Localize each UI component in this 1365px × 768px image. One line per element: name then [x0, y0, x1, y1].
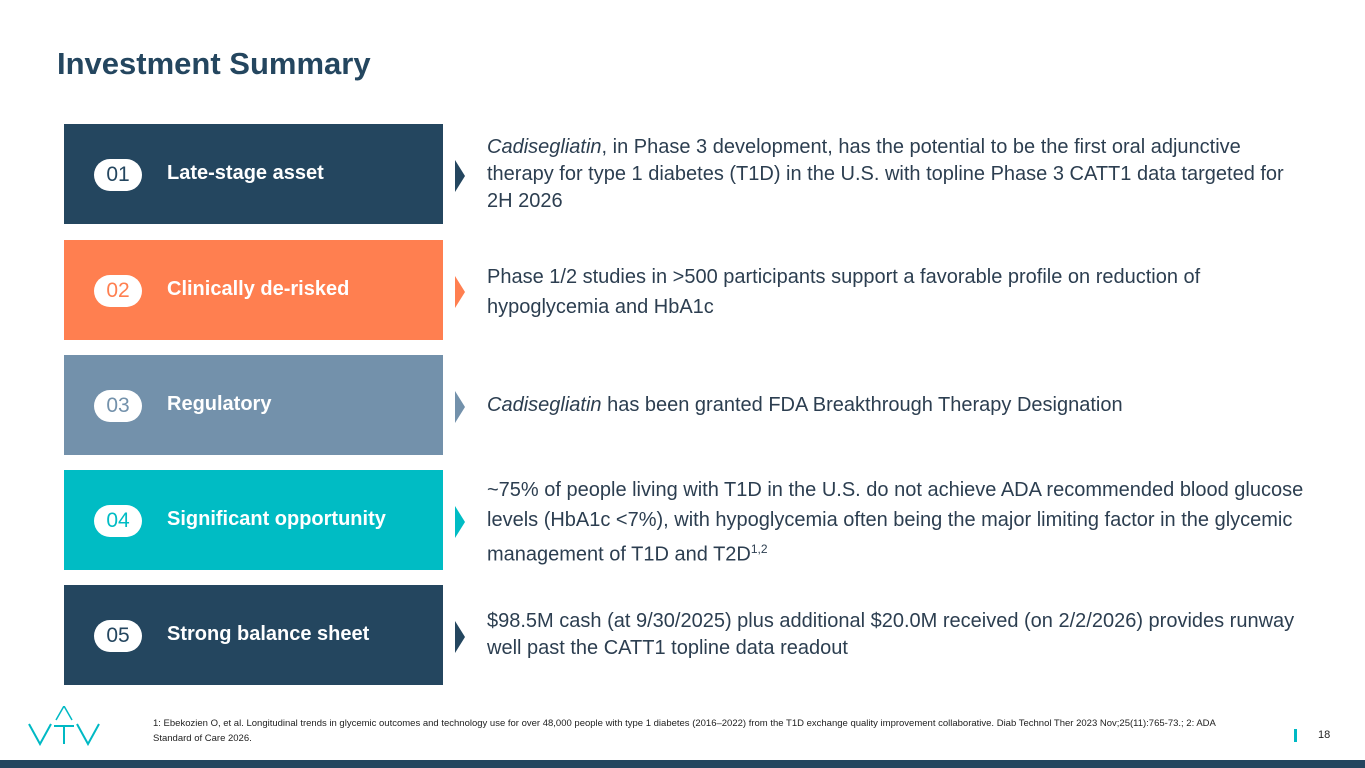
row-2-label: Clinically de-risked	[167, 278, 350, 300]
row-3-label: Regulatory	[167, 393, 272, 415]
row-5-description-text: $98.5M cash (at 9/30/2025) plus addition…	[487, 610, 1295, 659]
chevron-right-icon	[455, 276, 465, 308]
row-3-description-text: has been granted FDA Breakthrough Therap…	[601, 393, 1123, 416]
row-3-number: 03	[94, 390, 142, 422]
row-4-description: ~75% of people living with T1D in the U.…	[487, 476, 1347, 566]
row-4-number: 04	[94, 505, 142, 537]
row-2-number: 02	[94, 275, 142, 307]
row-1-box: 01 Late-stage asset	[64, 124, 443, 224]
chevron-right-icon	[455, 391, 465, 423]
summary-row-2: 02 Clinically de-risked Phase 1/2 studie…	[64, 240, 1354, 340]
row-5-label: Strong balance sheet	[167, 623, 370, 645]
row-1-label: Late-stage asset	[167, 162, 324, 184]
summary-row-4: 04 Significant opportunity ~75% of peopl…	[64, 470, 1354, 570]
summary-row-5: 05 Strong balance sheet $98.5M cash (at …	[64, 585, 1354, 685]
footnote: 1: Ebekozien O, et al. Longitudinal tren…	[153, 718, 1216, 744]
row-1-number: 01	[94, 159, 142, 191]
row-2-description: Phase 1/2 studies in >500 participants s…	[487, 262, 1307, 322]
chevron-right-icon	[455, 506, 465, 538]
footnote-reference: 1,2	[750, 542, 768, 556]
summary-row-3: 03 Regulatory Cadisegliatin has been gra…	[64, 355, 1354, 455]
row-5-description: $98.5M cash (at 9/30/2025) plus addition…	[487, 608, 1317, 662]
vtv-logo-icon	[28, 706, 100, 746]
row-5-number: 05	[94, 620, 142, 652]
page-title: Investment Summary	[57, 46, 371, 81]
drug-name: Cadisegliatin	[487, 393, 602, 416]
row-3-box: 03 Regulatory	[64, 355, 443, 455]
row-2-description-text: Phase 1/2 studies in >500 participants s…	[487, 266, 1201, 318]
page-number: 18	[1318, 729, 1331, 741]
chevron-right-icon	[455, 160, 465, 192]
row-2-box: 02 Clinically de-risked	[64, 240, 443, 340]
row-3-description: Cadisegliatin has been granted FDA Break…	[487, 391, 1347, 419]
chevron-right-icon	[455, 621, 465, 653]
bottom-band	[0, 760, 1365, 768]
row-1-description: Cadisegliatin, in Phase 3 development, h…	[487, 134, 1307, 215]
row-4-box: 04 Significant opportunity	[64, 470, 443, 570]
row-5-box: 05 Strong balance sheet	[64, 585, 443, 685]
row-1-description-text: , in Phase 3 development, has the potent…	[487, 136, 1284, 212]
row-4-label: Significant opportunity	[167, 508, 386, 530]
drug-name: Cadisegliatin	[487, 136, 602, 158]
row-4-description-text: ~75% of people living with T1D in the U.…	[487, 479, 1304, 566]
summary-row-1: 01 Late-stage asset Cadisegliatin, in Ph…	[64, 124, 1354, 224]
page-divider	[1294, 729, 1297, 742]
